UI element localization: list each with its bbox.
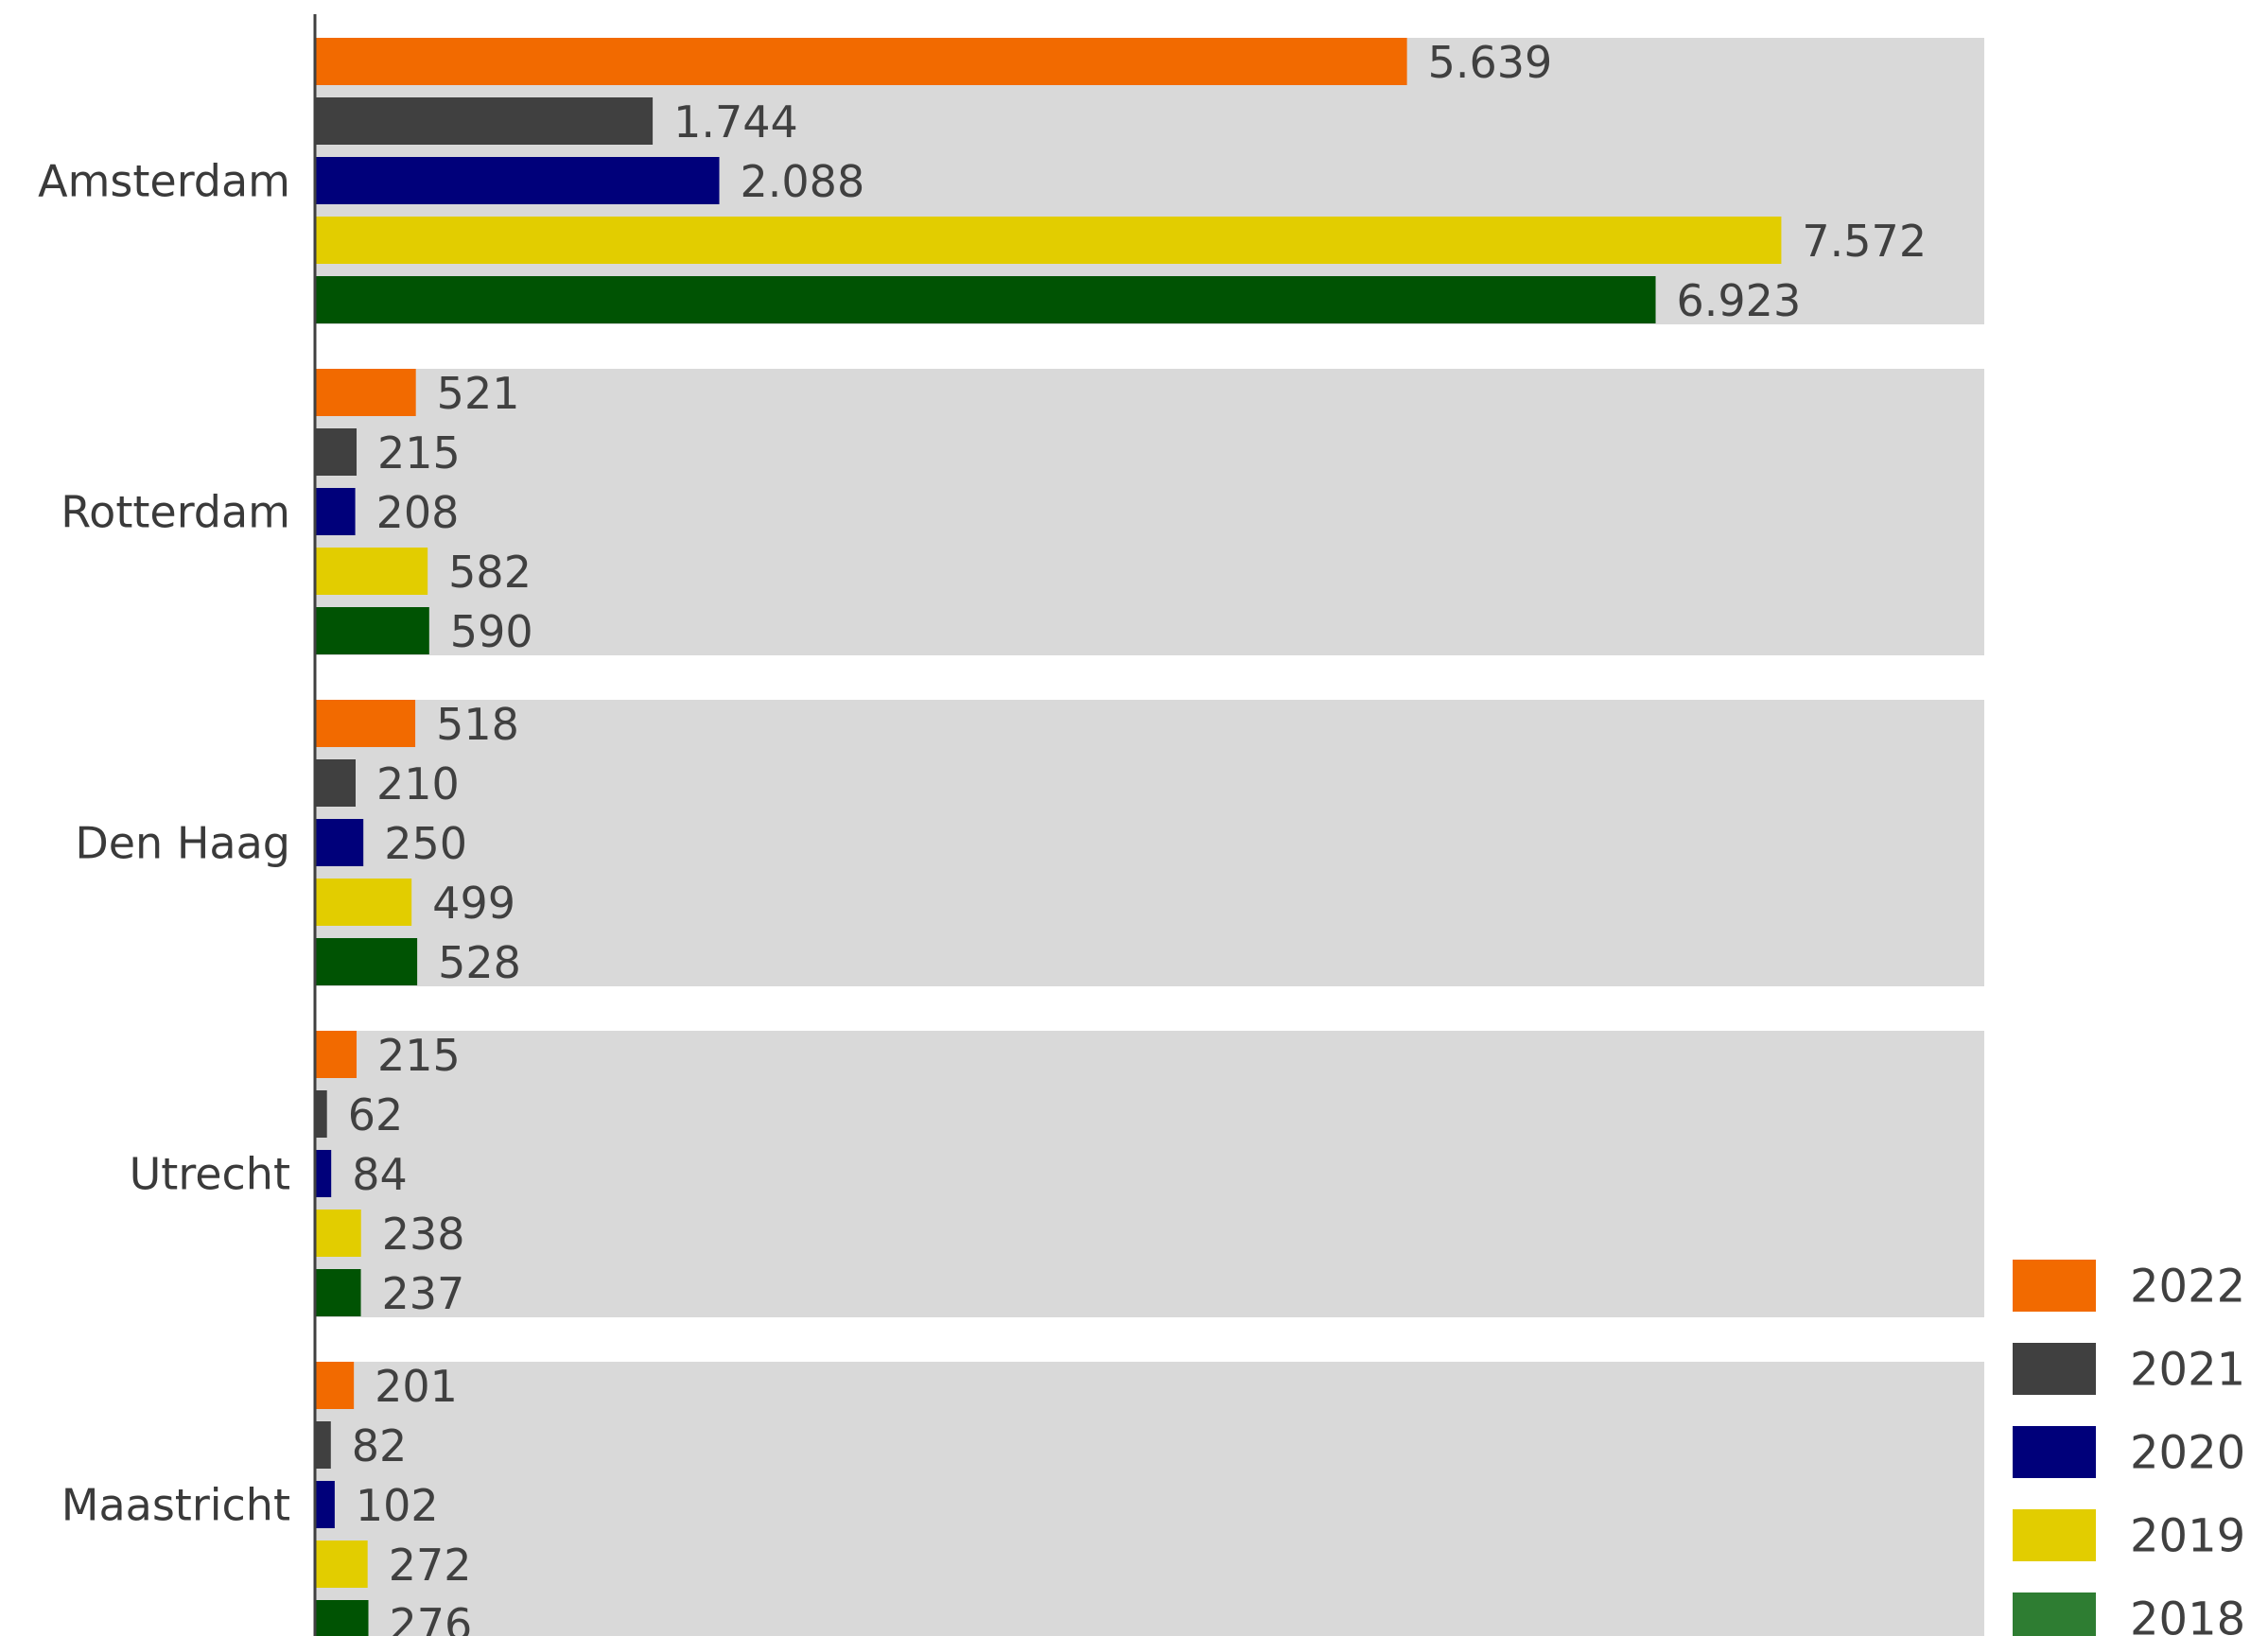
bar-maastricht-2020 xyxy=(315,1481,335,1528)
value-label-utrecht-2019: 238 xyxy=(382,1209,465,1260)
value-label-amsterdam-2020: 2.088 xyxy=(741,156,865,207)
category-bands xyxy=(315,38,1984,1636)
value-label-utrecht-2018: 237 xyxy=(382,1268,465,1319)
value-label-den-haag-2022: 518 xyxy=(436,699,519,750)
value-label-utrecht-2020: 84 xyxy=(352,1149,408,1200)
category-band-utrecht xyxy=(315,1031,1984,1317)
category-label-den-haag: Den Haag xyxy=(75,818,290,869)
value-label-rotterdam-2020: 208 xyxy=(376,487,460,538)
value-label-den-haag-2020: 250 xyxy=(384,818,467,869)
bar-utrecht-2018 xyxy=(315,1269,361,1316)
bar-maastricht-2022 xyxy=(315,1362,355,1409)
value-label-rotterdam-2022: 521 xyxy=(437,368,520,419)
bar-utrecht-2019 xyxy=(315,1210,361,1257)
value-label-den-haag-2021: 210 xyxy=(376,758,460,809)
value-label-maastricht-2022: 201 xyxy=(375,1361,458,1412)
legend-label-2020: 2020 xyxy=(2130,1427,2245,1480)
bar-utrecht-2022 xyxy=(315,1031,358,1078)
bar-den-haag-2020 xyxy=(315,819,364,866)
legend-swatch-2022 xyxy=(2013,1260,2096,1312)
bar-amsterdam-2021 xyxy=(315,97,654,145)
legend-swatch-2018 xyxy=(2013,1592,2096,1636)
value-label-den-haag-2019: 499 xyxy=(432,878,515,929)
value-label-den-haag-2018: 528 xyxy=(438,937,521,988)
legend: 2022 2021 2020 2019 2018 xyxy=(2013,1260,2245,1636)
bar-utrecht-2020 xyxy=(315,1150,332,1197)
value-label-maastricht-2021: 82 xyxy=(352,1420,408,1471)
bar-maastricht-2018 xyxy=(315,1600,369,1636)
category-band-rotterdam xyxy=(315,369,1984,655)
bar-utrecht-2021 xyxy=(315,1090,327,1138)
bar-rotterdam-2019 xyxy=(315,548,428,595)
bar-den-haag-2022 xyxy=(315,700,416,747)
legend-swatch-2021 xyxy=(2013,1343,2096,1395)
legend-label-2018: 2018 xyxy=(2130,1593,2245,1636)
category-labels: Amsterdam Rotterdam Den Haag Utrecht Maastri… xyxy=(38,156,290,1531)
bar-rotterdam-2020 xyxy=(315,488,356,535)
value-label-rotterdam-2019: 582 xyxy=(448,547,532,598)
value-label-amsterdam-2022: 5.639 xyxy=(1428,37,1553,88)
bars xyxy=(315,38,1782,1636)
value-label-rotterdam-2018: 590 xyxy=(450,606,533,657)
value-label-maastricht-2019: 272 xyxy=(389,1540,472,1591)
legend-swatch-2019 xyxy=(2013,1509,2096,1561)
bar-amsterdam-2019 xyxy=(315,217,1782,264)
value-label-maastricht-2020: 102 xyxy=(356,1480,439,1531)
bar-rotterdam-2021 xyxy=(315,428,358,476)
value-label-amsterdam-2018: 6.923 xyxy=(1677,275,1802,326)
category-band-maastricht xyxy=(315,1362,1984,1636)
bar-den-haag-2021 xyxy=(315,759,356,807)
category-label-maastricht: Maastricht xyxy=(61,1480,290,1531)
category-label-amsterdam: Amsterdam xyxy=(38,156,290,207)
legend-label-2021: 2021 xyxy=(2130,1344,2245,1397)
bar-amsterdam-2018 xyxy=(315,276,1656,323)
value-label-maastricht-2018: 276 xyxy=(390,1599,473,1636)
value-label-utrecht-2022: 215 xyxy=(377,1030,461,1081)
bar-amsterdam-2022 xyxy=(315,38,1407,85)
legend-swatch-2020 xyxy=(2013,1426,2096,1478)
value-label-amsterdam-2021: 1.744 xyxy=(673,96,798,148)
bar-den-haag-2018 xyxy=(315,938,418,985)
bar-maastricht-2021 xyxy=(315,1421,331,1469)
category-band-den-haag xyxy=(315,700,1984,986)
bar-den-haag-2019 xyxy=(315,879,412,926)
category-label-rotterdam: Rotterdam xyxy=(61,487,290,538)
value-label-amsterdam-2019: 7.572 xyxy=(1802,216,1927,267)
value-label-utrecht-2021: 62 xyxy=(348,1089,404,1140)
legend-label-2022: 2022 xyxy=(2130,1261,2245,1314)
bar-amsterdam-2020 xyxy=(315,157,720,204)
bar-rotterdam-2018 xyxy=(315,607,429,654)
bar-rotterdam-2022 xyxy=(315,369,416,416)
legend-label-2019: 2019 xyxy=(2130,1510,2245,1563)
value-label-rotterdam-2021: 215 xyxy=(377,427,461,479)
bar-maastricht-2019 xyxy=(315,1540,368,1588)
category-label-utrecht: Utrecht xyxy=(130,1149,290,1200)
